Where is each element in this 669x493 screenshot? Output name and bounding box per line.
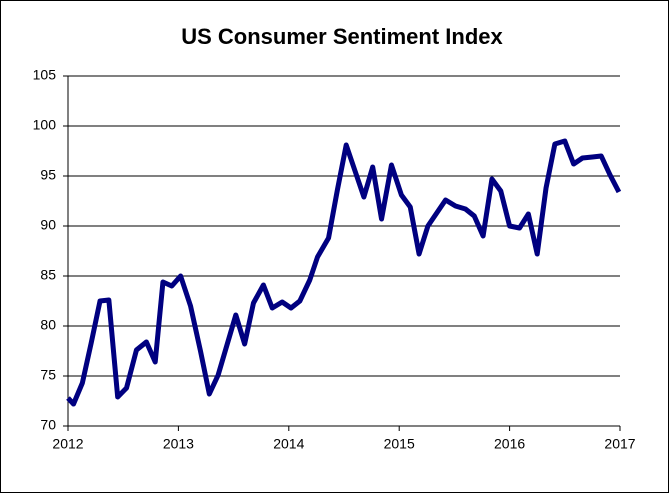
chart-title: US Consumer Sentiment Index <box>181 24 503 49</box>
y-tick-label: 85 <box>40 267 56 283</box>
x-tick-label: 2016 <box>494 436 525 452</box>
x-tick-label: 2012 <box>52 436 83 452</box>
y-tick-label: 70 <box>40 417 56 433</box>
y-tick-label: 100 <box>33 117 57 133</box>
x-tick-label: 2017 <box>604 436 635 452</box>
y-tick-label: 80 <box>40 317 56 333</box>
y-tick-label: 105 <box>33 67 57 83</box>
series-line <box>66 138 622 407</box>
y-tick-label: 90 <box>40 217 56 233</box>
x-tick-label: 2014 <box>273 436 304 452</box>
y-tick-label: 95 <box>40 167 56 183</box>
y-tick-label: 75 <box>40 367 56 383</box>
x-tick-label: 2013 <box>163 436 194 452</box>
x-tick-label: 2015 <box>384 436 415 452</box>
